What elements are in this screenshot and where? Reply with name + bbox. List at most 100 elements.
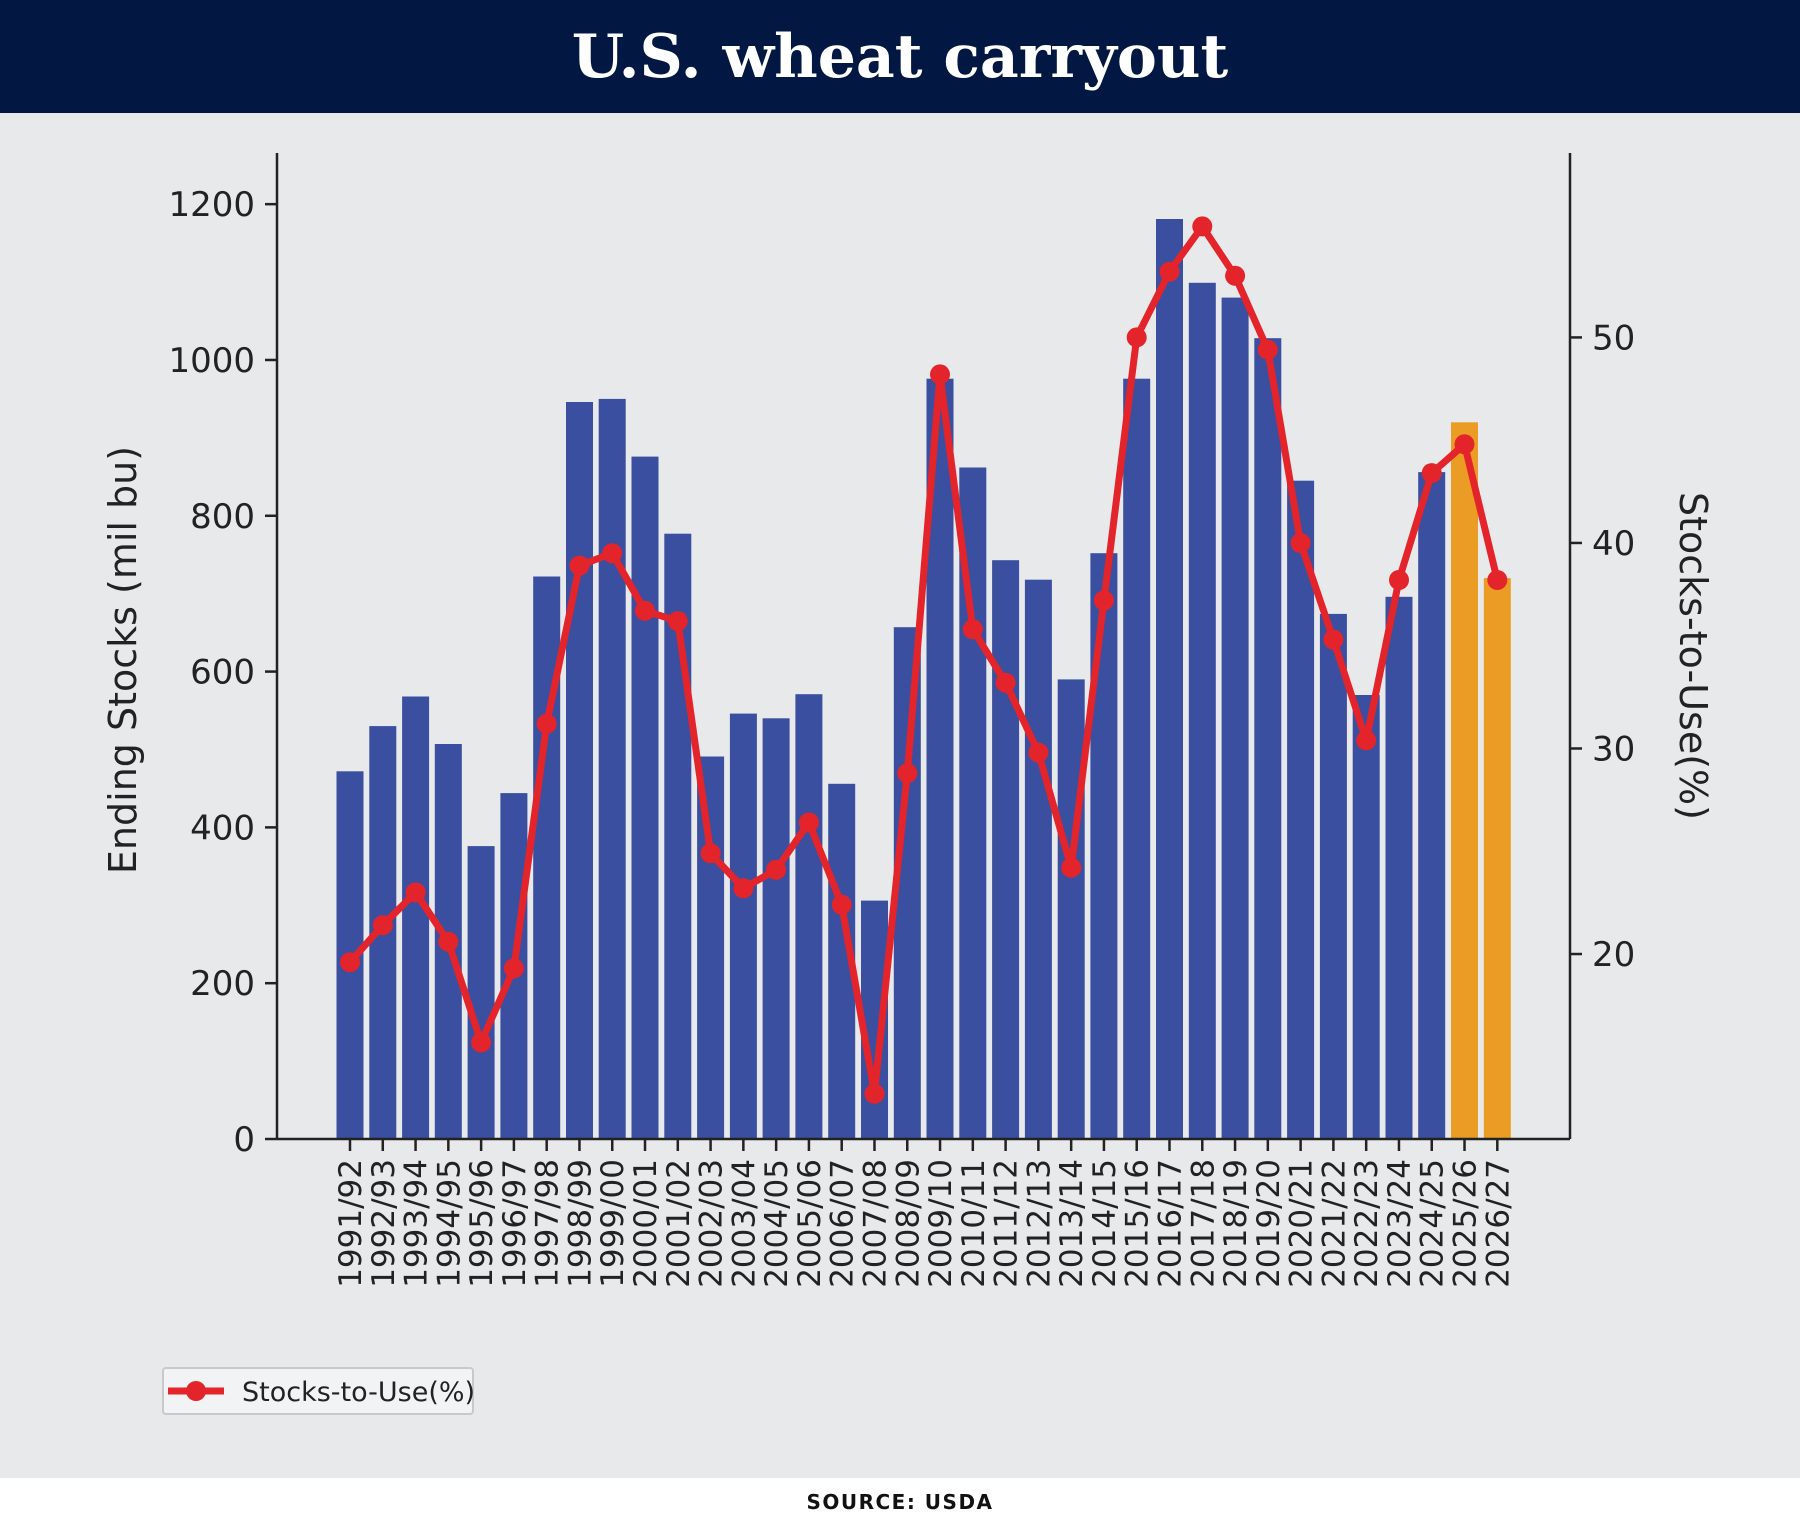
point-1993/94 [405,882,426,903]
x-tick-label: 1996/97 [497,1159,533,1288]
x-tick-label: 2008/09 [890,1159,926,1288]
x-tick-label: 1993/94 [399,1159,435,1288]
left-tick-label: 800 [190,497,255,537]
point-2005/06 [798,812,819,833]
point-2026/27 [1487,570,1508,590]
legend-box [162,1367,474,1415]
x-tick-label: 1997/98 [530,1159,566,1288]
point-1998/99 [569,555,590,576]
x-tick-label: 2012/13 [1021,1159,1057,1288]
point-1995/96 [471,1032,492,1053]
x-tick-label: 2011/12 [989,1159,1025,1288]
point-2009/10 [930,364,950,385]
point-2004/05 [766,859,787,880]
stocks-to-use-line [346,222,1501,1098]
point-1991/92 [340,952,360,973]
bar-2004/05 [762,718,790,1139]
x-tick-label: 1994/95 [431,1159,467,1288]
x-tick-label: 2026/27 [1480,1159,1516,1288]
point-2010/11 [962,619,983,640]
x-tick-label: 2002/03 [694,1159,730,1288]
point-2006/07 [831,894,852,915]
bar-2000/01 [631,456,659,1140]
right-tick-label: 50 [1592,318,1635,358]
point-1992/93 [372,915,393,936]
bar-2019/20 [1254,338,1282,1139]
point-2001/02 [667,611,688,632]
point-2025/26 [1454,434,1475,455]
x-tick-label: 2005/06 [792,1159,828,1288]
x-tick-label: 2013/14 [1054,1159,1090,1288]
point-2012/13 [1028,742,1049,763]
left-tick-label: 1000 [168,341,255,381]
x-tick-label: 1998/99 [563,1159,599,1288]
axes [275,153,1572,1141]
x-tick-label: 1991/92 [333,1159,369,1288]
x-tick-label: 2021/22 [1316,1159,1352,1288]
point-2021/22 [1323,629,1344,650]
chart-header: U.S. wheat carryout [0,0,1800,113]
left-tick-label: 600 [190,653,255,693]
left-tick-label: 0 [233,1120,255,1160]
x-tick-label: 2009/10 [923,1159,959,1288]
point-2013/14 [1061,857,1082,878]
legend-marker-swatch [186,1381,206,1401]
left-axis-ticks: 0 200 400 600 800 1000 1200 [168,185,277,1160]
x-tick-label: 2014/15 [1087,1159,1123,1288]
x-tick-label: 2016/17 [1153,1159,1189,1288]
point-2011/12 [995,672,1016,693]
x-tick-label: 2019/20 [1251,1159,1287,1288]
legend: Stocks-to-Use(%) [162,1367,475,1415]
x-tick-label: 1992/93 [366,1159,402,1288]
x-tick-label: 2024/25 [1415,1159,1451,1288]
point-1994/95 [438,931,459,952]
x-tick-label: 2018/19 [1218,1159,1254,1288]
point-2019/20 [1257,339,1278,360]
bar-2022/23 [1352,695,1380,1139]
stocks-to-use-series [340,216,1508,1104]
left-tick-label: 200 [190,964,255,1004]
bar-1999/00 [598,398,626,1139]
bar-2012/13 [1024,579,1052,1139]
x-axis-ticks: 1991/921992/931993/941994/951995/961996/… [333,1139,1516,1288]
left-tick-label: 400 [190,808,255,848]
point-2014/15 [1093,590,1114,611]
x-tick-label: 2020/21 [1284,1159,1320,1288]
point-2003/04 [733,878,754,899]
chart-svg: 1991/921992/931993/941994/951995/961996/… [101,153,1715,1415]
point-2007/08 [864,1083,885,1104]
bar-2014/15 [1090,553,1118,1139]
point-2016/17 [1159,261,1180,282]
bar-2026/27 [1483,578,1511,1139]
bar-2003/04 [729,713,757,1139]
bar-1993/94 [402,696,430,1139]
bar-2005/06 [795,694,823,1139]
source-note: SOURCE: USDA [806,1489,994,1514]
bar-2013/14 [1057,679,1085,1139]
bar-1997/98 [533,576,561,1139]
bar-2017/18 [1188,282,1216,1139]
x-tick-label: 2025/26 [1448,1159,1484,1288]
bar-2002/03 [697,756,725,1139]
x-tick-label: 2004/05 [759,1159,795,1288]
point-2000/01 [635,600,655,621]
bar-2016/17 [1156,219,1183,1139]
x-tick-label: 1999/00 [595,1159,631,1288]
right-tick-label: 20 [1592,935,1635,975]
chart-title: U.S. wheat carryout [571,21,1229,92]
legend-label: Stocks-to-Use(%) [242,1377,475,1408]
point-2020/21 [1290,533,1311,553]
x-tick-label: 1995/96 [464,1159,500,1288]
bar-2015/16 [1123,378,1151,1139]
x-tick-label: 2015/16 [1120,1159,1156,1288]
x-tick-label: 2006/07 [825,1159,861,1288]
point-1999/00 [602,543,623,564]
x-tick-label: 2010/11 [956,1159,992,1288]
point-2002/03 [700,843,721,864]
left-axis-label: Ending Stocks (mil bu) [101,446,145,874]
point-2018/19 [1225,265,1246,286]
point-2022/23 [1356,730,1377,751]
bar-2021/22 [1319,613,1347,1139]
right-axis-label: Stocks-to-Use(%) [1671,492,1715,820]
bar-2020/21 [1287,480,1315,1139]
